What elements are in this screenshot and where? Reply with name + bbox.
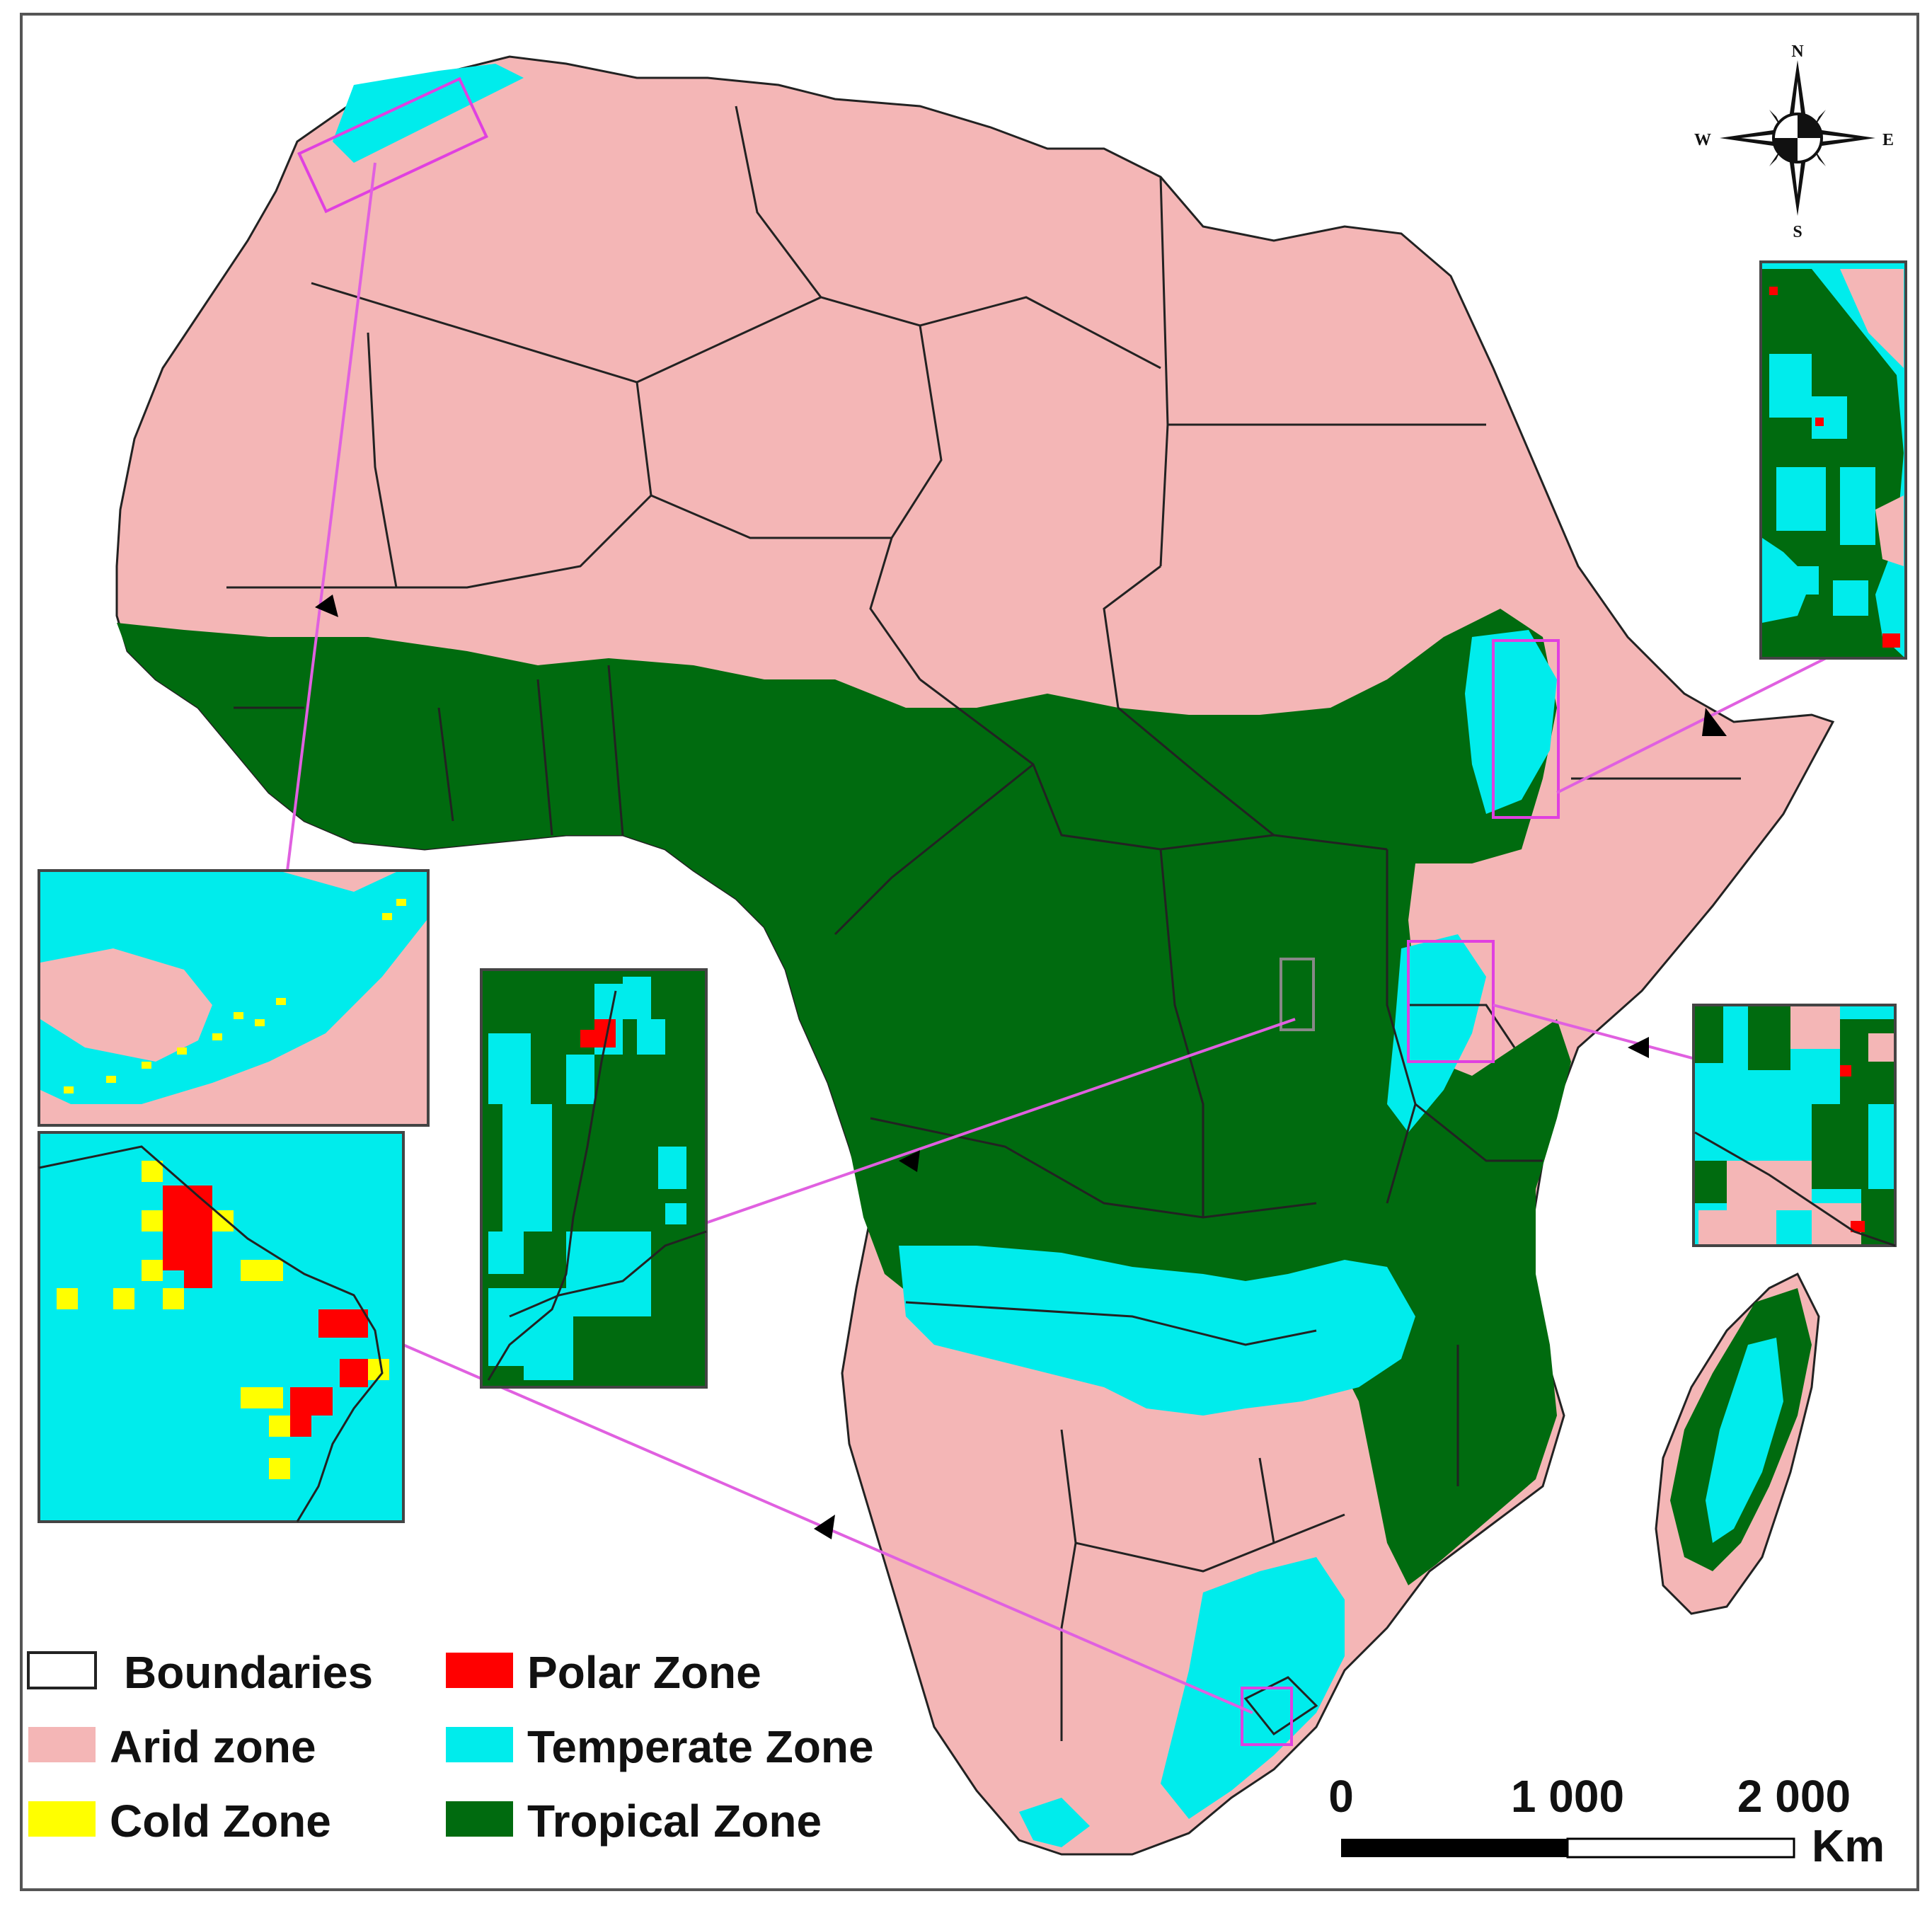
country-boundaries [226, 105, 1741, 1741]
inset-lesotho [38, 1131, 405, 1523]
scale-unit: Km [1812, 1820, 1885, 1871]
legend: Boundaries Polar Zone Arid zone Temperat… [27, 1647, 874, 1847]
inset-marker-rwanda [1280, 958, 1315, 1031]
legend-label-polar: Polar Zone [527, 1647, 761, 1698]
inset-morocco [38, 869, 430, 1127]
compass-rose: N S E W [1694, 42, 1894, 241]
compass-n-label: N [1791, 42, 1804, 61]
scale-tick-0: 0 [1328, 1771, 1354, 1822]
scale-tick-1000: 1 000 [1511, 1771, 1624, 1822]
africa-continent [115, 55, 1835, 1856]
legend-label-tropical: Tropical Zone [527, 1796, 822, 1847]
temperate-zone-south-band [899, 1246, 1415, 1416]
legend-swatch-cold [28, 1801, 96, 1837]
legend-label-cold: Cold Zone [110, 1796, 331, 1847]
tropical-zone-region [117, 609, 1571, 1585]
inset-markers [297, 76, 1560, 1746]
scale-segment-black [1341, 1839, 1568, 1857]
legend-swatch-temperate [446, 1727, 513, 1762]
connector-arrowheads [315, 595, 1727, 1539]
inset-marker-lesotho [1241, 1687, 1293, 1746]
inset-kenya [1692, 1004, 1897, 1247]
inset-rwanda [480, 968, 708, 1389]
legend-swatch-boundaries [27, 1651, 97, 1689]
inset-marker-ethiopia [1492, 639, 1560, 819]
legend-label-temperate: Temperate Zone [527, 1721, 874, 1772]
scale-bar: 0 1 000 2 000 Km [1328, 1771, 1885, 1871]
temperate-zone-north-coast [333, 64, 524, 163]
legend-swatch-polar [446, 1653, 513, 1688]
compass-w-label: W [1694, 131, 1711, 149]
legend-swatch-tropical [446, 1801, 513, 1837]
legend-label-boundaries: Boundaries [124, 1647, 373, 1698]
temperate-zone-cape [1019, 1798, 1090, 1847]
inset-ethiopia [1759, 260, 1907, 660]
compass-e-label: E [1882, 131, 1894, 149]
scale-segment-white [1566, 1837, 1795, 1859]
temperate-zone-east-highlands [1387, 934, 1486, 1132]
legend-label-arid: Arid zone [110, 1721, 316, 1772]
temperate-zone-ethiopia [1465, 630, 1557, 814]
madagascar-temperate [1706, 1338, 1783, 1543]
compass-s-label: S [1793, 223, 1802, 241]
scale-tick-2000: 2 000 [1737, 1771, 1851, 1822]
inset-marker-kenya [1407, 940, 1495, 1063]
inset-marker-morocco [297, 76, 488, 214]
legend-swatch-arid [28, 1727, 96, 1762]
